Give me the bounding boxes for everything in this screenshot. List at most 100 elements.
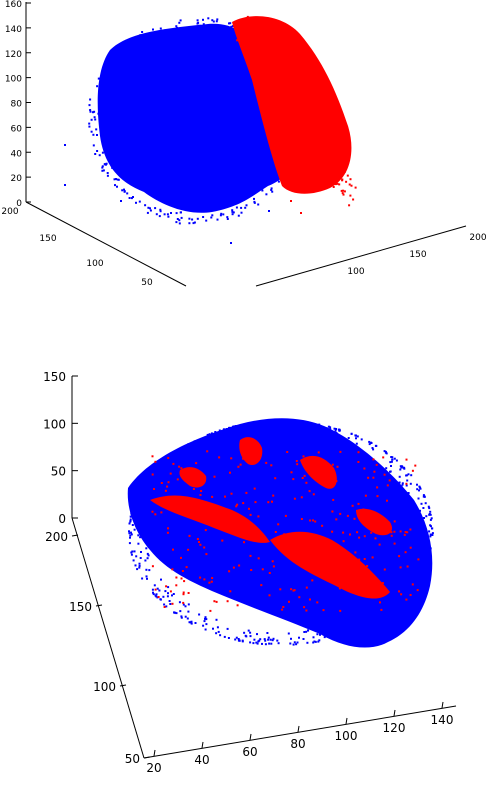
series-blue-point (175, 612, 178, 615)
series-blue-point (200, 27, 203, 30)
series-blue-point (414, 511, 417, 514)
y-tick-label: 200 (1, 207, 18, 217)
series-red-point (263, 61, 266, 64)
series-red-point (370, 531, 373, 534)
series-blue-point (335, 428, 338, 430)
series-red-point (393, 542, 396, 545)
series-red-point (341, 192, 344, 195)
series-red-point (229, 471, 231, 474)
series-blue-point (131, 524, 134, 526)
x-tick-label: 150 (409, 250, 426, 260)
series-red-point (182, 593, 185, 596)
series-blue-point (138, 562, 141, 565)
series-blue-point (406, 479, 409, 482)
series-blue-point (98, 117, 101, 120)
z-tick-label: 60 (11, 124, 23, 134)
series-blue-point (268, 642, 271, 645)
series-red-point (295, 460, 298, 462)
series-blue-point (148, 489, 150, 491)
series-blue-point (235, 636, 238, 639)
series-red-point (398, 590, 401, 593)
series-blue-point (400, 485, 403, 488)
series-red-body (232, 16, 352, 194)
series-blue-point (405, 474, 408, 477)
series-blue-point (167, 215, 170, 218)
series-red-point (294, 100, 297, 103)
series-blue-point (136, 521, 139, 524)
series-blue-point (187, 461, 189, 464)
series-red-body (179, 467, 207, 488)
series-red-point (332, 570, 335, 573)
series-red-point (338, 170, 341, 173)
series-red-point (246, 53, 248, 56)
series-blue-point (145, 568, 148, 571)
series-blue-point (93, 116, 96, 119)
series-blue-point (237, 639, 240, 642)
series-blue-point (393, 457, 396, 460)
series-blue-point (429, 513, 432, 516)
series-blue-point (158, 215, 161, 218)
series-blue-point (207, 25, 210, 28)
series-red-point (316, 601, 319, 604)
series-blue-point (273, 424, 275, 426)
series-blue-point (226, 627, 229, 630)
series-blue-point (392, 607, 395, 610)
series-red-point (288, 536, 291, 539)
series-blue-point (88, 104, 91, 107)
series-red-point (250, 569, 253, 571)
series-blue-point (164, 31, 167, 34)
series-red-point (187, 548, 190, 551)
x-tick-label: 60 (242, 745, 257, 759)
series-blue-point (423, 553, 426, 556)
series-blue-point (423, 567, 426, 570)
axes-top: 0 20 40 60 80 100 120 140 160 200 150 100 50 100 150 20… (1, 0, 486, 288)
series-red-point (362, 508, 365, 511)
series-red-point (311, 579, 314, 582)
series-blue-point (169, 603, 172, 605)
series-blue-point (113, 59, 116, 62)
series-blue-point (261, 421, 264, 424)
series-red-point (169, 501, 172, 504)
series-red-point (349, 178, 352, 181)
x-axis-line (143, 705, 457, 759)
series-blue-point (415, 530, 418, 533)
z-tick-label: 0 (16, 199, 22, 209)
series-blue-point (103, 71, 105, 74)
series-red-point (240, 518, 242, 521)
series-red-point (235, 505, 238, 508)
series-red-point (182, 502, 185, 505)
series-red-point (172, 548, 174, 551)
series-red-point (405, 598, 408, 601)
series-red-point (417, 558, 420, 561)
series-blue-point (393, 604, 396, 607)
series-red-point (372, 458, 375, 461)
series-red-point (276, 73, 279, 75)
series-red-point (313, 139, 316, 142)
series-blue-point (325, 628, 328, 631)
series-red-point (238, 564, 241, 567)
series-red-point (399, 566, 402, 569)
series-red-point (296, 557, 299, 560)
series-blue-point (219, 214, 222, 217)
series-red-point (282, 86, 285, 89)
series-blue-point (101, 169, 104, 172)
series-red-point (151, 510, 154, 513)
series-blue-point (188, 217, 191, 220)
series-blue-point (96, 150, 99, 152)
series-red-point (411, 583, 414, 586)
series-blue-point (149, 498, 152, 501)
series-blue-point (424, 502, 427, 505)
series-blue-point (312, 636, 315, 639)
series-red-point (364, 494, 367, 497)
y-tick-mark (119, 684, 127, 687)
series-red-point (335, 480, 338, 483)
series-red-point (406, 565, 409, 568)
series-blue-point (372, 448, 375, 451)
series-blue-point (350, 631, 353, 634)
series-red-point (199, 494, 202, 496)
series-red-point (166, 531, 169, 534)
series-red-point (198, 541, 200, 543)
series-blue-point (205, 623, 208, 626)
series-red-point (238, 22, 240, 25)
series-red-point (260, 57, 263, 60)
